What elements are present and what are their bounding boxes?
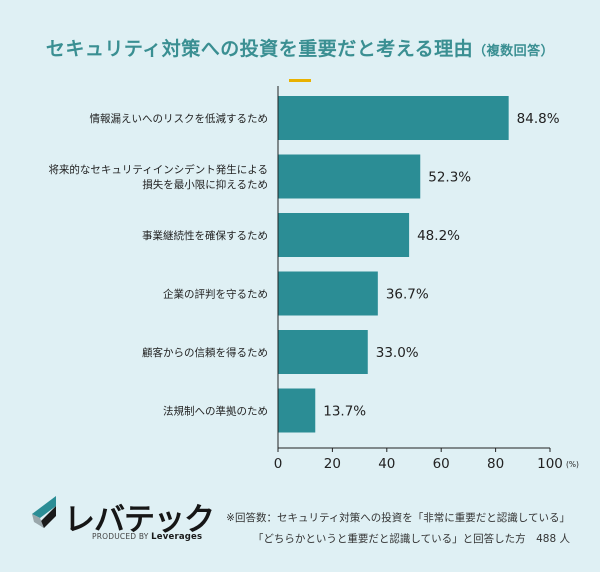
chart-title: セキュリティ対策への投資を重要だと考える理由（複数回答） (0, 34, 600, 61)
category-label-4: 顧客からの信頼を得るため (142, 346, 268, 359)
chart-title-main: セキュリティ対策への投資を重要だと考える理由 (45, 38, 474, 60)
x-unit-label: (%) (566, 460, 579, 469)
logo-tagline-brand: Leverages (151, 532, 203, 542)
bar-5 (278, 388, 316, 433)
title-underline (289, 79, 311, 82)
bar-3 (278, 271, 378, 316)
value-label-1: 52.3% (428, 170, 471, 186)
category-label-1-1: 損失を最小限に抑えるため (142, 178, 268, 191)
logo-tagline-prefix: PRODUCED BY (92, 532, 149, 541)
bar-0 (278, 96, 509, 140)
bar-1 (278, 154, 421, 199)
bar-2 (278, 213, 410, 257)
category-label-0: 情報漏えいへのリスクを低減するため (90, 112, 269, 125)
note-line-2: 「どちらかというと重要だと認識している」と回答した方 488 人 (252, 533, 570, 545)
category-label-1-0: 将来的なセキュリティインシデント発生による (48, 163, 268, 176)
x-tick-label-0: 0 (274, 456, 283, 472)
bar-4 (278, 330, 368, 374)
category-label-2: 事業継続性を確保するため (142, 229, 268, 242)
note-line-1: ※回答数：セキュリティ対策への投資を「非常に重要だと認識している」 (226, 512, 570, 524)
chart-header: セキュリティ対策への投資を重要だと考える理由（複数回答） (0, 0, 600, 90)
respondent-note: ※回答数：セキュリティ対策への投資を「非常に重要だと認識している」 「どちらかと… (180, 508, 570, 550)
logo-mark-icon (32, 496, 56, 528)
levtech-logo: レバテック PRODUCED BY Leverages (30, 494, 215, 544)
category-label-3: 企業の評判を守るため (163, 288, 268, 301)
chart-title-suffix: （複数回答） (473, 44, 555, 59)
category-label-5: 法規制への準拠のため (163, 405, 268, 418)
value-label-2: 48.2% (417, 228, 460, 244)
logo-tagline: PRODUCED BY Leverages (92, 532, 202, 542)
x-tick-label-2: 40 (378, 456, 395, 472)
logo-wordmark: レバテック (64, 502, 215, 538)
x-tick-label-5: 100 (537, 456, 563, 472)
x-tick-label-1: 20 (324, 456, 341, 472)
x-tick-label-4: 80 (487, 456, 504, 472)
x-tick-label-3: 60 (433, 456, 450, 472)
value-label-5: 13.7% (323, 404, 366, 420)
value-label-3: 36.7% (386, 287, 429, 303)
value-label-0: 84.8% (517, 111, 560, 127)
bar-chart: 84.8% 情報漏えいへのリスクを低減するため 52.3% 将来的なセキュリティインシ… (48, 86, 579, 472)
value-label-4: 33.0% (376, 345, 419, 361)
